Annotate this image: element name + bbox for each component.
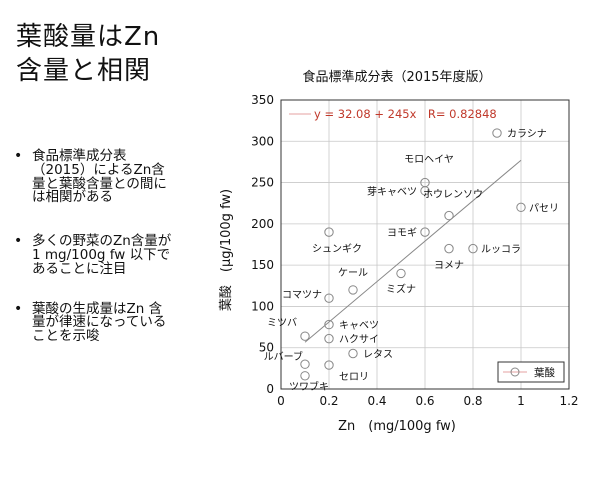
point-label: ホウレンソウ (423, 189, 483, 201)
point-label: ミズナ (386, 282, 416, 295)
y-tick-label: 150 (251, 258, 274, 272)
chart-legend: 葉酸 (497, 361, 565, 383)
y-tick-label: 50 (259, 341, 274, 355)
x-tick-label: 0.2 (319, 394, 338, 408)
plot-frame (280, 99, 570, 390)
data-point (300, 331, 310, 341)
y-axis-label: 葉酸 (μg/100g fw) (219, 189, 234, 311)
y-tick-label: 200 (251, 217, 274, 231)
point-label: 芽キャベツ (367, 185, 417, 198)
data-point (348, 348, 358, 359)
legend-marker (510, 367, 520, 377)
x-tick-label: 1.2 (559, 394, 578, 408)
point-label: シュンギク (312, 243, 362, 255)
data-point (492, 128, 502, 138)
point-label: モロヘイヤ (404, 155, 454, 166)
data-point (468, 243, 478, 254)
point-label: カラシナ (507, 128, 547, 140)
data-points (300, 128, 526, 381)
slide-title-line-1: 葉酸量はZn (16, 22, 161, 52)
x-tick-label: 0.4 (367, 394, 386, 408)
legend-label: 葉酸 (534, 366, 555, 379)
data-point (324, 293, 334, 303)
scatter-chart: 食品標準成分表（2015年度版） 0 0.2 0.4 0.6 0.8 1 1.2 0 50 100… (219, 69, 579, 434)
data-point (420, 186, 430, 196)
data-point (324, 227, 334, 237)
data-point (300, 371, 310, 381)
point-label: ハクサイ (339, 334, 379, 346)
data-point (324, 333, 334, 344)
point-label: レタス (363, 348, 393, 360)
x-tick-label: 0.6 (415, 394, 434, 408)
bullet-item: 食品標準成分表（2015）によるZn含量と葉酸含量との間には相関がある (12, 149, 172, 205)
x-tick-label: 1 (517, 394, 525, 408)
chart-axes: 0 0.2 0.4 0.6 0.8 1 1.2 0 50 100 150 200 250 300 350 (251, 93, 578, 408)
y-tick-label: 350 (251, 93, 274, 107)
point-label: ルッコラ (481, 244, 521, 256)
point-label: キャベツ (339, 320, 379, 332)
y-tick-label: 100 (251, 299, 274, 313)
point-label: ケール (338, 267, 368, 279)
y-tick-label: 250 (251, 176, 274, 190)
slide-title: 葉酸量はZn 含量と相関 (16, 20, 160, 88)
x-tick-label: 0 (277, 394, 285, 408)
data-point (516, 202, 526, 213)
point-label: ツワブキ (289, 380, 329, 393)
data-point (444, 210, 454, 221)
y-tick-label: 300 (251, 134, 274, 148)
x-tick-label: 0.8 (463, 394, 482, 408)
data-point (348, 285, 358, 295)
chart-title: 食品標準成分表（2015年度版） (302, 69, 491, 85)
trendline (304, 159, 522, 343)
data-point (324, 319, 334, 330)
bullet-item: 葉酸の生成量はZn 含量が律速になっていることを示唆 (12, 302, 172, 344)
x-axis-label: Zn (mg/100g fw) (338, 419, 456, 434)
point-label: コマツナ (282, 289, 322, 301)
legend-box (497, 361, 565, 383)
point-label: パセリ (529, 202, 559, 214)
trendline-group: y = 32.08 + 245x R= 0.82848 (289, 107, 522, 343)
data-point (300, 359, 310, 369)
point-label: ヨメナ (434, 260, 464, 272)
y-tick-label: 0 (266, 382, 274, 396)
data-point (396, 268, 406, 279)
slide-title-line-2: 含量と相関 (16, 56, 152, 86)
bullet-list: 食品標準成分表（2015）によるZn含量と葉酸含量との間には相関がある 多くの野… (12, 149, 172, 374)
point-label: ヨモギ (387, 227, 417, 239)
bullet-item: 多くの野菜のZn含量が 1 mg/100g fw 以下であることに注目 (12, 234, 172, 276)
trendline-equation: y = 32.08 + 245x R= 0.82848 (314, 107, 497, 121)
point-label: ミツバ (267, 317, 297, 329)
data-point (324, 360, 334, 370)
data-point (444, 243, 454, 254)
point-label: ルバーブ (264, 350, 303, 363)
data-point (420, 227, 430, 237)
point-label: セロリ (339, 371, 369, 383)
